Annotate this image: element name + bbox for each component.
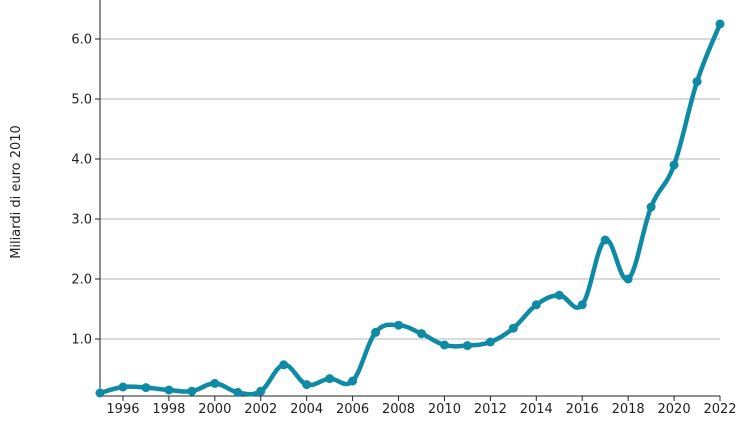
x-tick-label: 2016 bbox=[566, 402, 599, 417]
data-point-2015 bbox=[554, 290, 564, 300]
data-point-2011 bbox=[462, 341, 472, 351]
data-point-2001 bbox=[233, 387, 243, 397]
x-tick-label: 2000 bbox=[198, 402, 231, 417]
data-point-2014 bbox=[531, 300, 541, 310]
data-point-2002 bbox=[256, 386, 266, 396]
x-tick-label: 2006 bbox=[336, 402, 369, 417]
y-tick-label: 5.0 bbox=[71, 93, 92, 108]
data-point-2003 bbox=[279, 360, 289, 370]
x-tick-label: 1998 bbox=[152, 402, 185, 417]
data-point-2012 bbox=[485, 337, 495, 347]
data-point-2005 bbox=[325, 374, 335, 384]
data-point-2013 bbox=[508, 323, 518, 333]
data-point-2004 bbox=[302, 380, 312, 390]
data-point-2021 bbox=[692, 77, 702, 87]
data-point-2019 bbox=[646, 202, 656, 212]
data-point-2017 bbox=[600, 235, 610, 245]
series-line bbox=[97, 21, 723, 397]
x-tick-label: 2010 bbox=[428, 402, 461, 417]
gridlines bbox=[100, 38, 720, 340]
x-tick-label: 2014 bbox=[520, 402, 553, 417]
data-point-2020 bbox=[669, 160, 679, 170]
x-tick-label: 2018 bbox=[612, 402, 645, 417]
data-point-2018 bbox=[623, 274, 633, 284]
x-tick-label: 2002 bbox=[244, 402, 277, 417]
y-tick-label: 4.0 bbox=[71, 153, 92, 168]
data-point-2010 bbox=[439, 340, 449, 350]
data-point-2016 bbox=[577, 300, 587, 310]
data-point-1995 bbox=[95, 388, 105, 398]
data-point-2006 bbox=[348, 376, 358, 386]
y-axis-ticks: 1.0 2.0 3.0 4.0 5.0 6.0 bbox=[71, 33, 100, 348]
data-point-2008 bbox=[394, 320, 404, 330]
data-point-1996 bbox=[118, 382, 128, 392]
x-tick-label: 2020 bbox=[658, 402, 691, 417]
x-tick-label: 2008 bbox=[382, 402, 415, 417]
data-point-2000 bbox=[210, 378, 220, 388]
data-point-1998 bbox=[164, 385, 174, 395]
y-tick-label: 1.0 bbox=[71, 333, 92, 348]
y-tick-label: 2.0 bbox=[71, 273, 92, 288]
x-tick-label: 2004 bbox=[290, 402, 323, 417]
y-tick-label: 3.0 bbox=[71, 213, 92, 228]
x-tick-label: 2012 bbox=[474, 402, 507, 417]
data-point-2009 bbox=[416, 329, 426, 339]
x-tick-label: 2022 bbox=[703, 402, 736, 417]
data-point-1997 bbox=[141, 383, 151, 393]
data-point-1999 bbox=[187, 386, 197, 396]
data-point-2022 bbox=[715, 19, 725, 29]
x-axis-ticks: 1996 1998 2000 2002 2004 2006 2008 2010 2012 2014… bbox=[106, 396, 737, 417]
x-tick-label: 1996 bbox=[106, 402, 139, 417]
data-point-2007 bbox=[371, 327, 381, 337]
series-group bbox=[95, 19, 725, 398]
y-tick-label: 6.0 bbox=[71, 33, 92, 48]
y-axis-title: Miliardi di euro 2010 bbox=[9, 125, 24, 259]
